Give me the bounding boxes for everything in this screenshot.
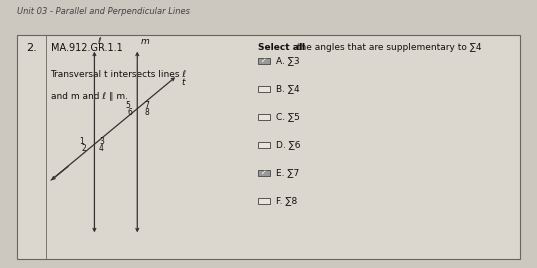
Bar [258, 198, 270, 204]
Text: D. ∑6: D. ∑6 [276, 140, 301, 149]
Bar [258, 86, 270, 92]
Text: 2.: 2. [26, 43, 37, 53]
Text: 2: 2 [82, 144, 86, 153]
Text: C. ∑5: C. ∑5 [276, 112, 300, 121]
Text: 6: 6 [128, 108, 133, 117]
Text: m: m [141, 37, 149, 46]
Text: Select all: Select all [258, 43, 305, 52]
Text: B. ∑4: B. ∑4 [276, 84, 300, 93]
Text: and m and ℓ ∥ m.: and m and ℓ ∥ m. [50, 91, 127, 100]
Text: MA.912.GR.1.1: MA.912.GR.1.1 [50, 43, 122, 53]
Text: ℓ: ℓ [98, 37, 101, 46]
Text: the angles that are supplementary to ∑4: the angles that are supplementary to ∑4 [294, 43, 482, 52]
Text: Transversal t intersects lines ℓ: Transversal t intersects lines ℓ [50, 70, 187, 79]
Text: F. ∑8: F. ∑8 [276, 196, 297, 205]
Bar [258, 114, 270, 120]
Text: 1: 1 [79, 137, 84, 146]
Text: 4: 4 [99, 144, 104, 153]
Text: 5: 5 [126, 101, 130, 110]
Text: t: t [182, 78, 185, 87]
Bar [258, 170, 270, 176]
Text: A. ∑3: A. ∑3 [276, 56, 300, 65]
Text: 8: 8 [144, 108, 149, 117]
Text: 7: 7 [144, 101, 149, 110]
Text: 3: 3 [99, 137, 104, 146]
Text: ✓: ✓ [261, 170, 266, 176]
Bar [258, 142, 270, 148]
Bar [258, 58, 270, 64]
Text: Unit 03 - Parallel and Perpendicular Lines: Unit 03 - Parallel and Perpendicular Lin… [17, 7, 190, 16]
Text: ✓: ✓ [261, 58, 266, 64]
FancyBboxPatch shape [17, 35, 520, 259]
Text: E. ∑7: E. ∑7 [276, 168, 299, 177]
